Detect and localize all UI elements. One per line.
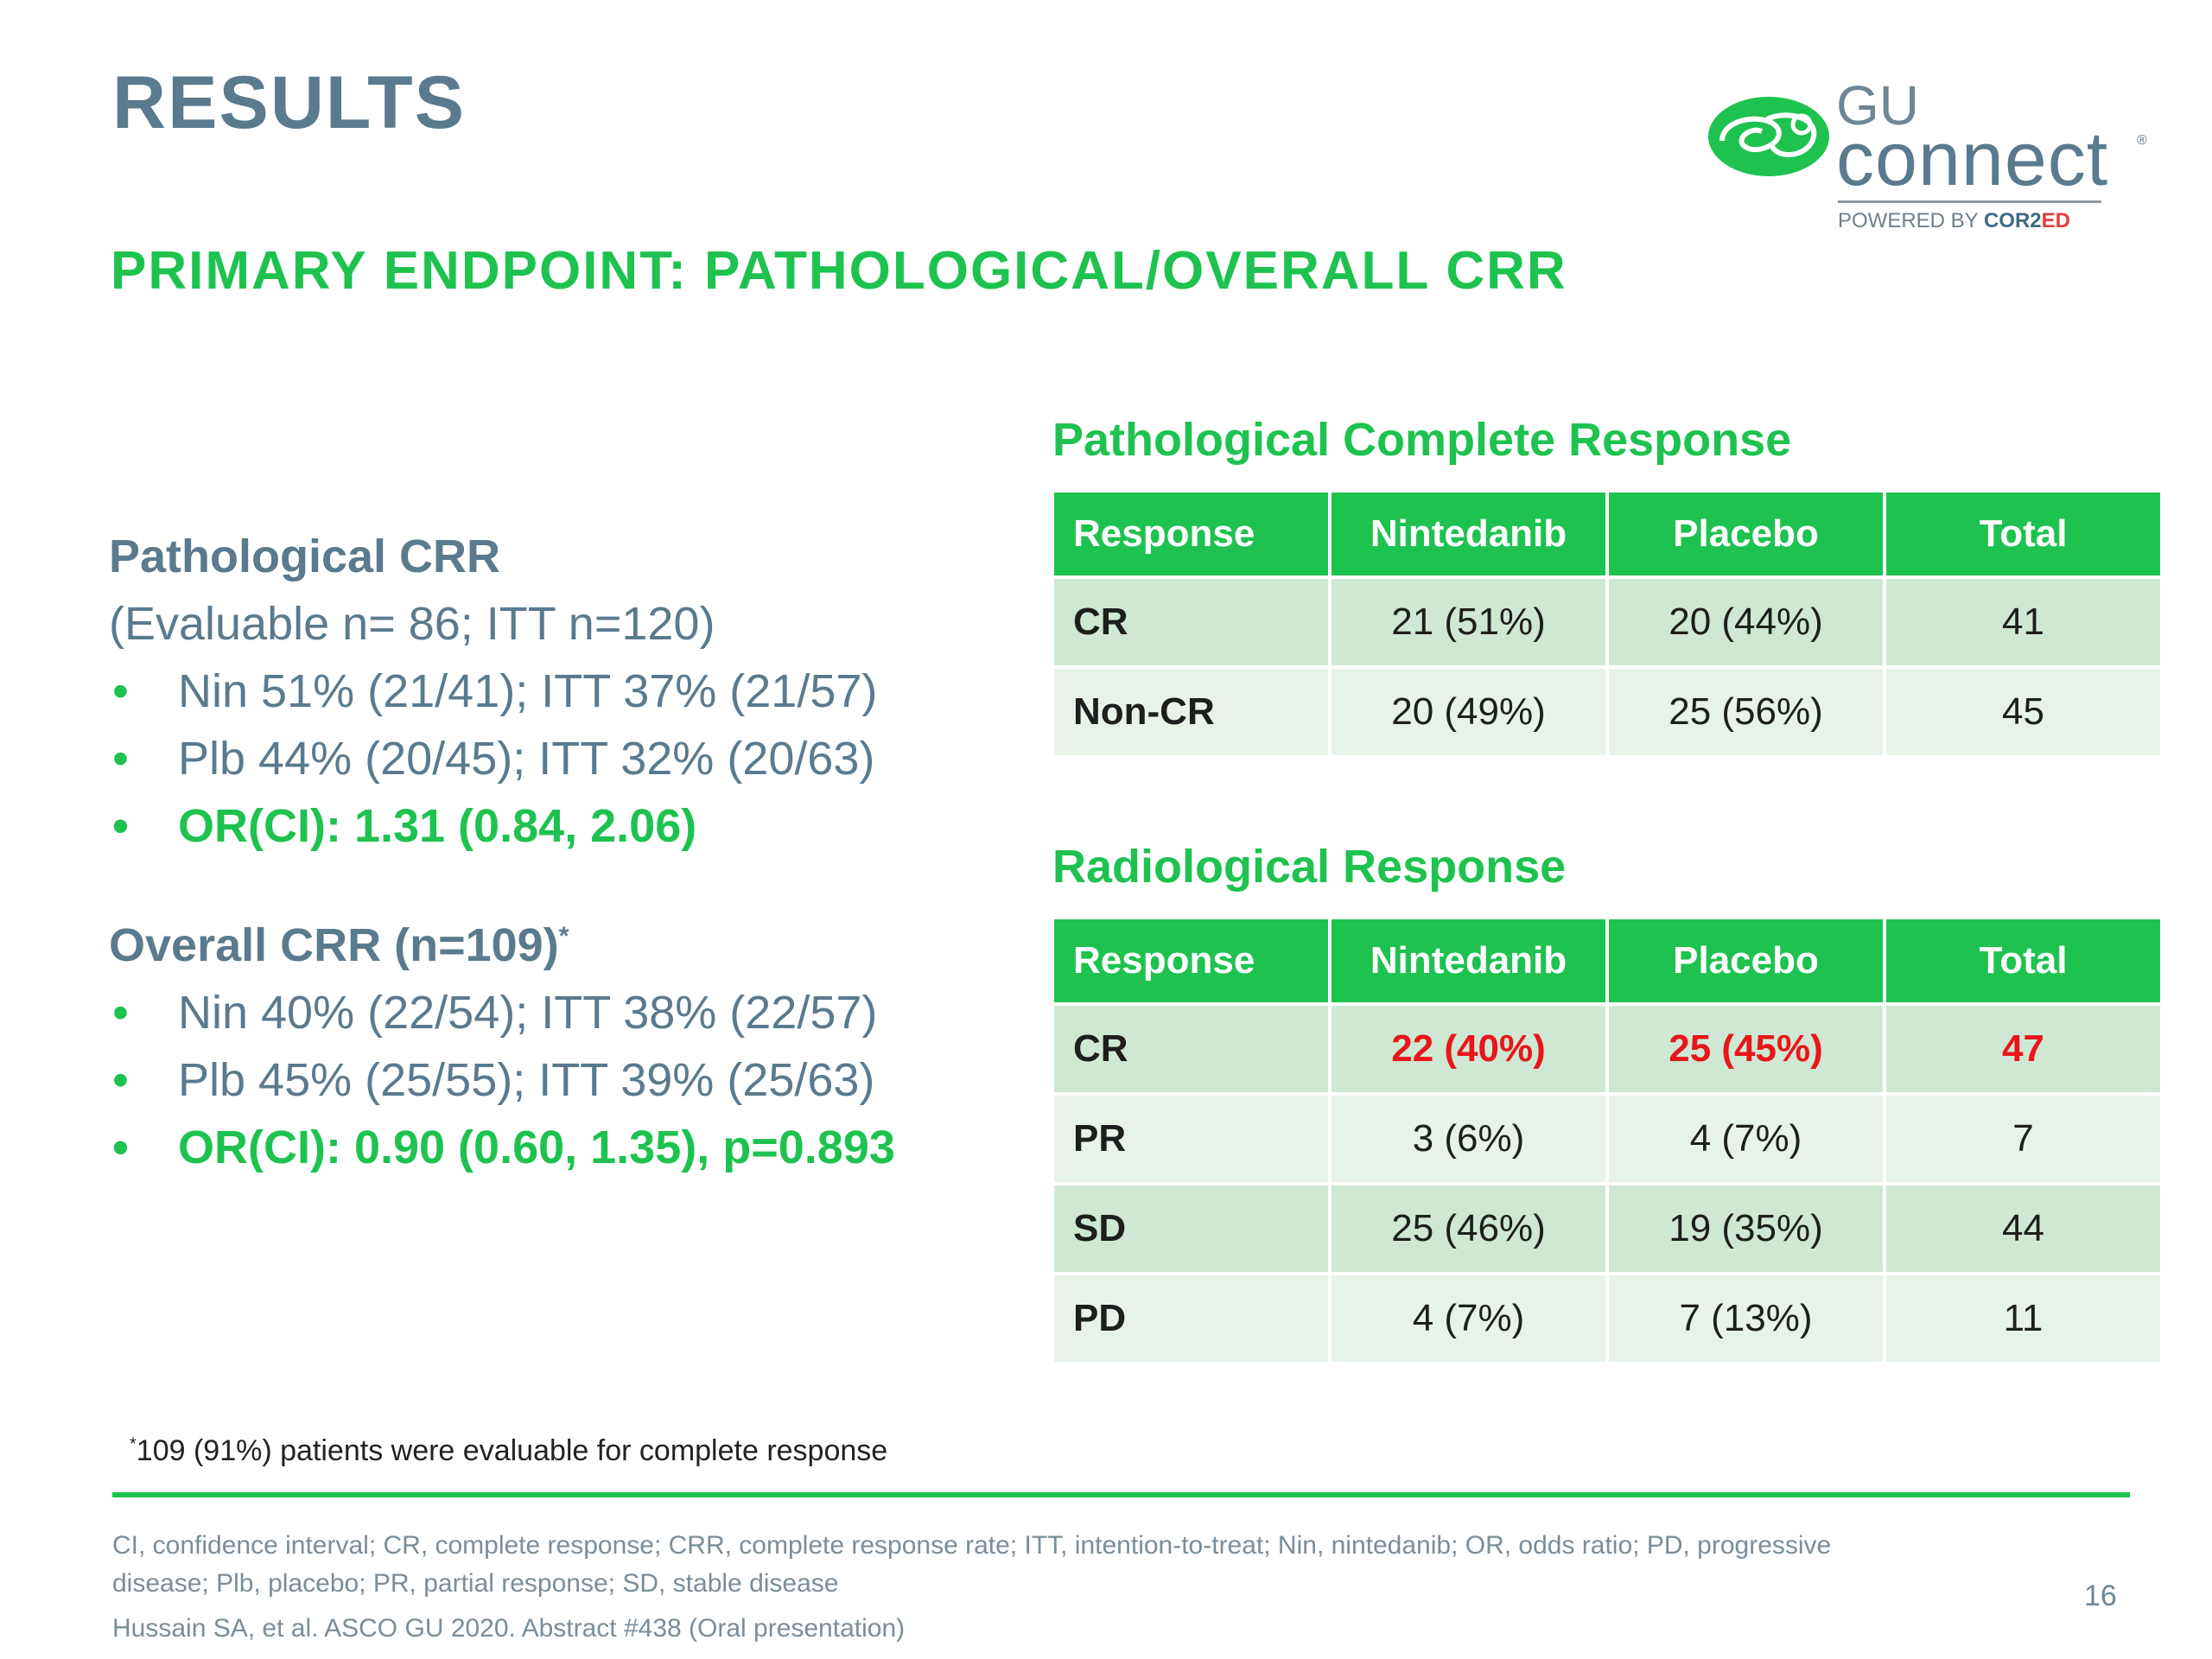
list-item-text: Plb 44% (20/45); ITT 32% (20/63) xyxy=(178,733,875,785)
table-cell: 4 (7%) xyxy=(1609,1096,1883,1182)
bullet-icon: • xyxy=(112,733,129,785)
footnote-text: 109 (91%) patients were evaluable for co… xyxy=(136,1434,888,1467)
logo-divider xyxy=(1838,200,2101,203)
overall-crr-list: • Nin 40% (22/54); ITT 38% (22/57) • Plb 4… xyxy=(109,979,1016,1181)
column-header-placebo: Placebo xyxy=(1609,493,1883,575)
pathological-crr-subheading: (Evaluable n= 86; ITT n=120) xyxy=(109,598,715,650)
footer-divider xyxy=(112,1492,2130,1497)
list-item: • Plb 44% (20/45); ITT 32% (20/63) xyxy=(109,725,1016,792)
column-header-response: Response xyxy=(1054,919,1328,1002)
table-cell-highlight: 25 (45%) xyxy=(1609,1006,1883,1092)
list-item-text: OR(CI): 0.90 (0.60, 1.35), p=0.893 xyxy=(178,1122,895,1173)
bullet-icon: • xyxy=(112,665,129,717)
table-cell: CR xyxy=(1054,579,1328,665)
slide-title: RESULTS xyxy=(112,61,466,144)
table-row: Non-CR 20 (49%) 25 (56%) 45 xyxy=(1054,669,2160,755)
list-item: • Plb 45% (25/55); ITT 39% (25/63) xyxy=(109,1046,1016,1114)
pathological-crr-heading: Pathological CRR xyxy=(109,531,501,582)
table-cell: 25 (56%) xyxy=(1609,669,1883,755)
slide-subtitle: PRIMARY ENDPOINT: PATHOLOGICAL/OVERALL C… xyxy=(111,241,1567,301)
pathological-response-table: Response Nintedanib Placebo Total CR 21 … xyxy=(1051,489,2164,759)
table-cell-highlight: 22 (40%) xyxy=(1332,1006,1605,1092)
list-item: • Nin 40% (22/54); ITT 38% (22/57) xyxy=(109,979,1016,1046)
logo-gu-text: GU xyxy=(1836,74,1919,137)
pathological-table-title: Pathological Complete Response xyxy=(1052,414,1792,466)
logo-powered-by: POWERED BY COR2ED xyxy=(1838,209,2070,233)
table-cell: 11 xyxy=(1886,1275,2160,1362)
table-row: PD 4 (7%) 7 (13%) 11 xyxy=(1054,1275,2160,1362)
footnote-marker: * xyxy=(558,922,569,950)
reference-citation: Hussain SA, et al. ASCO GU 2020. Abstrac… xyxy=(112,1614,906,1643)
bullet-icon: • xyxy=(112,1122,129,1173)
gu-connect-logo: GU connect ® POWERED BY COR2ED xyxy=(1707,78,2156,251)
table-cell: 20 (49%) xyxy=(1332,669,1605,755)
table-cell: 4 (7%) xyxy=(1332,1275,1605,1362)
table-cell-highlight: 47 xyxy=(1886,1006,2160,1092)
table-cell: 7 xyxy=(1886,1096,2160,1182)
table-cell: 19 (35%) xyxy=(1609,1185,1883,1272)
logo-registered-mark: ® xyxy=(2137,133,2147,148)
gu-connect-logo-icon xyxy=(1708,97,1829,176)
table-cell: SD xyxy=(1054,1185,1328,1272)
column-header-response: Response xyxy=(1054,493,1328,575)
list-item-text: OR(CI): 1.31 (0.84, 2.06) xyxy=(178,800,697,852)
table-row: CR 22 (40%) 25 (45%) 47 xyxy=(1054,1006,2160,1092)
column-header-total: Total xyxy=(1886,493,2160,575)
table-cell: 25 (46%) xyxy=(1332,1185,1605,1272)
list-item: • Nin 51% (21/41); ITT 37% (21/57) xyxy=(109,658,1016,725)
table-header-row: Response Nintedanib Placebo Total xyxy=(1054,493,2160,575)
bullet-icon: • xyxy=(112,987,129,1039)
table-cell: 21 (51%) xyxy=(1332,579,1605,665)
footnote-marker: * xyxy=(130,1434,137,1454)
table-row: CR 21 (51%) 20 (44%) 41 xyxy=(1054,579,2160,665)
table-row: PR 3 (6%) 4 (7%) 7 xyxy=(1054,1096,2160,1182)
bullet-icon: • xyxy=(112,800,129,852)
bullet-icon: • xyxy=(112,1054,129,1106)
pathological-crr-list: • Nin 51% (21/41); ITT 37% (21/57) • Plb 4… xyxy=(109,658,1016,860)
table-cell: 41 xyxy=(1886,579,2160,665)
powered-by-text: POWERED BY xyxy=(1838,209,1979,232)
summary-column: Pathological CRR (Evaluable n= 86; ITT n… xyxy=(109,523,1016,1181)
cor2ed-brand-part-b: ED xyxy=(2041,209,2070,232)
logo-connect-text: connect xyxy=(1836,116,2109,201)
radiological-table-title: Radiological Response xyxy=(1052,841,1567,893)
page-number: 16 xyxy=(2084,1580,2117,1612)
list-item: • OR(CI): 1.31 (0.84, 2.06) xyxy=(109,792,1016,860)
table-cell: 7 (13%) xyxy=(1609,1275,1883,1362)
column-header-total: Total xyxy=(1886,919,2160,1002)
list-item-text: Nin 51% (21/41); ITT 37% (21/57) xyxy=(178,665,878,717)
footnote: *109 (91%) patients were evaluable for c… xyxy=(130,1434,887,1468)
column-header-placebo: Placebo xyxy=(1609,919,1883,1002)
table-cell: 44 xyxy=(1886,1185,2160,1272)
list-item: • OR(CI): 0.90 (0.60, 1.35), p=0.893 xyxy=(109,1114,1016,1181)
table-cell: CR xyxy=(1054,1006,1328,1092)
table-cell: PR xyxy=(1054,1096,1328,1182)
cor2ed-brand-part-a: COR2 xyxy=(1983,209,2042,232)
cor2ed-brand: COR2ED xyxy=(1984,209,2070,232)
column-header-nintedanib: Nintedanib xyxy=(1332,919,1605,1002)
table-cell: PD xyxy=(1054,1275,1328,1362)
table-cell: 20 (44%) xyxy=(1609,579,1883,665)
abbreviations-text: CI, confidence interval; CR, complete re… xyxy=(112,1531,1832,1598)
list-item-text: Plb 45% (25/55); ITT 39% (25/63) xyxy=(178,1054,875,1106)
table-row: SD 25 (46%) 19 (35%) 44 xyxy=(1054,1185,2160,1272)
table-cell: 45 xyxy=(1886,669,2160,755)
column-header-nintedanib: Nintedanib xyxy=(1332,493,1605,575)
overall-crr-heading-text: Overall CRR (n=109) xyxy=(109,919,559,971)
list-item-text: Nin 40% (22/54); ITT 38% (22/57) xyxy=(178,987,878,1039)
table-cell: 3 (6%) xyxy=(1332,1096,1605,1182)
table-header-row: Response Nintedanib Placebo Total xyxy=(1054,919,2160,1002)
table-cell: Non-CR xyxy=(1054,669,1328,755)
overall-crr-heading: Overall CRR (n=109)* xyxy=(109,903,1016,979)
radiological-response-table: Response Nintedanib Placebo Total CR 22 … xyxy=(1051,916,2164,1365)
